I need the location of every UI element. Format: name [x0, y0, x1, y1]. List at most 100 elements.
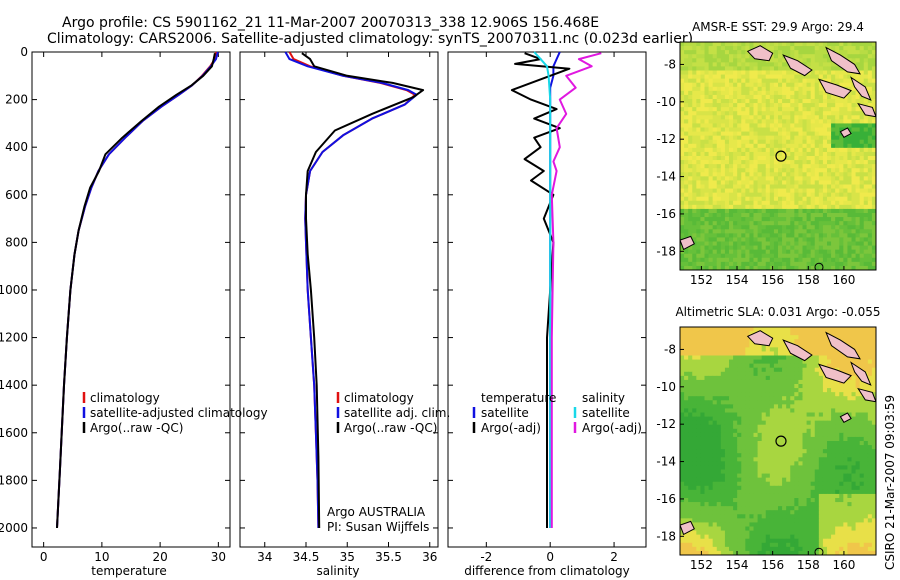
map-cell — [708, 461, 714, 466]
map-cell — [696, 160, 701, 165]
map-cell — [778, 432, 783, 438]
map-cell — [786, 180, 791, 185]
map-cell — [729, 461, 734, 466]
map-cell — [680, 392, 685, 397]
map-cell — [847, 82, 852, 88]
temperature-legend: climatology satellite-adjusted climatolo… — [82, 391, 268, 435]
map-cell — [720, 469, 726, 474]
map-cell — [773, 359, 779, 365]
map-cell — [794, 265, 799, 270]
map-cell — [835, 473, 840, 479]
map-cell — [737, 184, 742, 189]
map-cell — [724, 50, 730, 55]
map-cell — [851, 143, 856, 149]
map-cell — [733, 42, 738, 47]
map-cell — [778, 502, 783, 507]
map-cell — [822, 180, 828, 185]
map-cell — [794, 432, 799, 438]
map-cell — [843, 241, 848, 246]
map-cell — [724, 225, 730, 230]
map-cell — [847, 180, 852, 185]
map-cell — [708, 46, 714, 51]
map-cell — [745, 379, 750, 385]
map-cell — [769, 221, 775, 226]
map-cell — [831, 184, 836, 189]
map-cell — [867, 50, 873, 55]
map-cell — [757, 184, 763, 189]
map-cell — [708, 90, 714, 96]
map-cell — [806, 204, 812, 210]
map-cell — [757, 196, 763, 202]
map-cell — [700, 168, 705, 173]
map-cell — [871, 355, 876, 360]
map-cell — [737, 62, 742, 67]
map-cell — [729, 160, 734, 165]
map-cell — [786, 375, 791, 381]
y-tick-label: 200 — [5, 93, 28, 107]
map-cell — [749, 62, 754, 67]
map-cell — [753, 221, 758, 226]
map-cell — [733, 99, 738, 104]
map-cell — [684, 180, 689, 185]
map-cell — [814, 465, 820, 470]
map-cell — [855, 428, 861, 434]
map-cell — [761, 367, 767, 373]
map-cell — [684, 168, 689, 173]
map-cell — [867, 375, 873, 381]
map-cell — [843, 50, 848, 55]
map-cell — [688, 107, 693, 112]
map-cell — [835, 46, 840, 51]
map-cell — [778, 339, 783, 344]
map-cell — [782, 160, 787, 165]
map-cell — [684, 42, 689, 47]
map-cell — [761, 66, 767, 71]
map-cell — [745, 192, 750, 198]
map-cell — [814, 62, 820, 67]
map-cell — [720, 233, 726, 238]
map-cell — [680, 180, 685, 185]
map-cell — [782, 481, 787, 487]
map-cell — [712, 221, 718, 226]
map-cell — [790, 196, 795, 202]
map-cell — [749, 388, 754, 393]
map-cell — [720, 180, 726, 185]
map-cell — [708, 225, 714, 230]
map-cell — [704, 62, 709, 67]
map-cell — [790, 424, 795, 430]
map-cell — [851, 331, 856, 336]
map-cell — [769, 78, 775, 84]
map-cell — [704, 164, 709, 169]
map-cell — [733, 473, 738, 479]
map-cell — [696, 188, 701, 194]
map-cell — [769, 156, 775, 161]
map-cell — [704, 420, 709, 426]
map-cell — [733, 62, 738, 67]
map-cell — [729, 237, 734, 242]
map-cell — [753, 485, 758, 491]
map-cell — [822, 107, 828, 112]
map-cell — [680, 441, 685, 446]
map-cell — [712, 359, 718, 365]
map-cell — [720, 78, 726, 84]
map-cell — [700, 379, 705, 385]
map-cell — [749, 449, 754, 454]
map-cell — [720, 355, 726, 360]
map-cell — [806, 502, 812, 507]
map-cell — [778, 180, 783, 185]
map-cell — [753, 180, 758, 185]
map-cell — [822, 245, 828, 251]
map-cell — [773, 237, 779, 242]
map-cell — [871, 139, 876, 145]
map-cell — [737, 469, 742, 474]
map-cell — [741, 94, 746, 100]
map-cell — [859, 412, 865, 417]
map-cell — [745, 115, 750, 120]
map-cell — [749, 54, 754, 59]
map-cell — [769, 111, 775, 116]
map-cell — [863, 192, 869, 198]
map-cell — [724, 265, 730, 270]
map-cell — [757, 119, 763, 124]
map-cell — [831, 331, 836, 336]
map-cell — [782, 502, 787, 507]
map-cell — [704, 160, 709, 165]
